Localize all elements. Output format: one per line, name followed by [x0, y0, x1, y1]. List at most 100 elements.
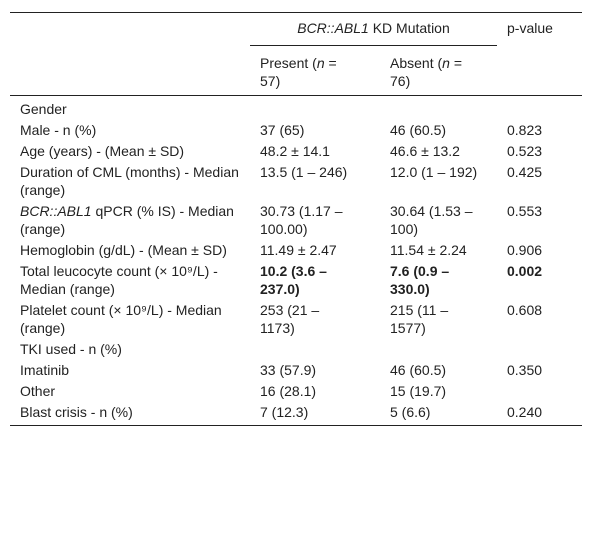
cell-text: 0.553: [507, 203, 543, 219]
cell-text: 253 (21 – 1173): [260, 302, 320, 336]
header-row: Present (n = 57) Absent (n = 76): [10, 45, 582, 96]
table-cell: [497, 338, 582, 359]
cell-text: 11.54 ± 2.24: [390, 242, 467, 258]
cell-text: 46 (60.5): [390, 362, 447, 378]
cell-text: 13.5 (1 – 246): [260, 164, 348, 180]
table-cell: Duration of CML (months) - Median (range…: [10, 161, 250, 200]
table-cell: 7.6 (0.9 – 330.0): [380, 260, 497, 299]
table-cell: 0.608: [497, 299, 582, 338]
table-cell: Imatinib: [10, 359, 250, 380]
table-cell: 0.350: [497, 359, 582, 380]
table-cell: [250, 96, 380, 120]
table-row: Gender: [10, 96, 582, 120]
table-cell: 37 (65): [250, 119, 380, 140]
text-run: Absent (: [390, 55, 443, 71]
table-cell: 0.002: [497, 260, 582, 299]
cell-text: TKI used - n (%): [20, 341, 122, 357]
table-cell: [250, 338, 380, 359]
text-run: n: [316, 55, 325, 71]
cell-text: Blast crisis - n (%): [20, 404, 133, 420]
pvalue-header: p-value: [497, 12, 582, 96]
cell-text: 16 (28.1): [260, 383, 317, 399]
table-cell: 12.0 (1 – 192): [380, 161, 497, 200]
cell-text: 0.906: [507, 242, 543, 258]
table-cell: 15 (19.7): [380, 380, 497, 401]
cell-text: 0.002: [507, 263, 543, 279]
cell-text: 46 (60.5): [390, 122, 447, 138]
cell-text: Gender: [20, 101, 67, 117]
cell-text: 7.6 (0.9 – 330.0): [390, 263, 450, 297]
pvalue-text: p-value: [507, 20, 553, 36]
table-cell: Total leucocyte count (× 10⁹/L) - Median…: [10, 260, 250, 299]
table-cell: 0.553: [497, 200, 582, 239]
table-cell: 0.240: [497, 401, 582, 426]
table-cell: 33 (57.9): [250, 359, 380, 380]
text-run: BCR::ABL1: [20, 203, 92, 219]
table-row: BCR::ABL1 qPCR (% IS) - Median (range) 30…: [10, 200, 582, 239]
table-cell: Male - n (%): [10, 119, 250, 140]
table-cell: [380, 338, 497, 359]
table-cell: TKI used - n (%): [10, 338, 250, 359]
present-header: Present (n = 57): [250, 45, 380, 96]
table-row: Blast crisis - n (%) 7 (12.3) 5 (6.6) 0.240: [10, 401, 582, 426]
table-cell: Hemoglobin (g/dL) - (Mean ± SD): [10, 239, 250, 260]
header-empty: [10, 12, 250, 96]
table-row: Hemoglobin (g/dL) - (Mean ± SD) 11.49 ± 2…: [10, 239, 582, 260]
cell-text: Platelet count (× 10⁹/L) - Median (range…: [20, 302, 222, 336]
absent-header: Absent (n = 76): [380, 45, 497, 96]
text-run: qPCR (% IS) - Median (range): [20, 203, 234, 237]
cell-text: Total leucocyte count (× 10⁹/L) - Median…: [20, 263, 218, 297]
cell-text: 0.523: [507, 143, 543, 159]
cell-text: 10.2 (3.6 – 237.0): [260, 263, 327, 297]
cell-text: 0.350: [507, 362, 543, 378]
group-header: BCR::ABL1 KD Mutation: [250, 12, 497, 46]
text-run: KD Mutation: [368, 20, 450, 36]
table-cell: [497, 96, 582, 120]
table-cell: 0.425: [497, 161, 582, 200]
cell-text: 215 (11 – 1577): [390, 302, 449, 336]
table-row: Male - n (%) 37 (65) 46 (60.5) 0.823: [10, 119, 582, 140]
cell-text: 12.0 (1 – 192): [390, 164, 478, 180]
cell-text: Other: [20, 383, 56, 399]
table-cell: 0.823: [497, 119, 582, 140]
cell-text: 0.240: [507, 404, 543, 420]
table-cell: 13.5 (1 – 246): [250, 161, 380, 200]
table-row: Total leucocyte count (× 10⁹/L) - Median…: [10, 260, 582, 299]
table-cell: BCR::ABL1 qPCR (% IS) - Median (range): [10, 200, 250, 239]
cell-text: Male - n (%): [20, 122, 97, 138]
cell-text: 11.49 ± 2.47: [260, 242, 337, 258]
cell-text: 46.6 ± 13.2: [390, 143, 460, 159]
table-cell: 0.906: [497, 239, 582, 260]
text-run: n: [442, 55, 450, 71]
cell-text: 0.425: [507, 164, 543, 180]
text-run: = 57): [260, 55, 337, 89]
table: BCR::ABL1 KD Mutation p-value Present (n…: [10, 12, 582, 426]
cell-text: 15 (19.7): [390, 383, 447, 399]
table-cell: 46.6 ± 13.2: [380, 140, 497, 161]
text-run: = 76): [390, 55, 463, 89]
cell-text: 48.2 ± 14.1: [260, 143, 330, 159]
table-cell: 48.2 ± 14.1: [250, 140, 380, 161]
table-cell: 46 (60.5): [380, 359, 497, 380]
table-cell: 46 (60.5): [380, 119, 497, 140]
table-cell: Other: [10, 380, 250, 401]
cell-text: Age (years) - (Mean ± SD): [20, 143, 185, 159]
table-cell: 0.523: [497, 140, 582, 161]
cell-text: 30.64 (1.53 – 100): [390, 203, 473, 237]
cell-text: Hemoglobin (g/dL) - (Mean ± SD): [20, 242, 227, 258]
table-cell: Gender: [10, 96, 250, 120]
table-cell: 7 (12.3): [250, 401, 380, 426]
table-row: Duration of CML (months) - Median (range…: [10, 161, 582, 200]
table-cell: 30.64 (1.53 – 100): [380, 200, 497, 239]
table-row: Age (years) - (Mean ± SD) 48.2 ± 14.1 46.6…: [10, 140, 582, 161]
table-cell: 10.2 (3.6 – 237.0): [250, 260, 380, 299]
cell-text: Imatinib: [20, 362, 70, 378]
text-run: BCR::ABL1: [297, 20, 369, 36]
table-cell: Age (years) - (Mean ± SD): [10, 140, 250, 161]
table-row: Platelet count (× 10⁹/L) - Median (range…: [10, 299, 582, 338]
cell-text: 0.608: [507, 302, 543, 318]
table-row: Imatinib 33 (57.9) 46 (60.5) 0.350: [10, 359, 582, 380]
cell-text: 37 (65): [260, 122, 305, 138]
cell-text: 7 (12.3): [260, 404, 309, 420]
